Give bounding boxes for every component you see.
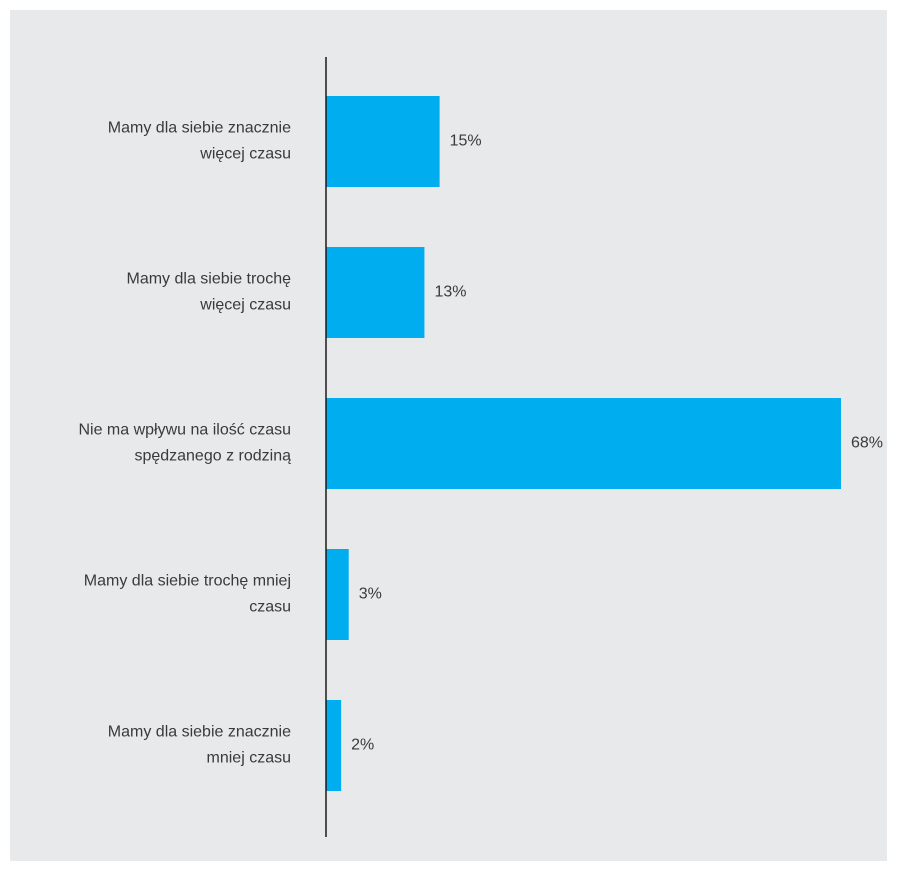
category-label-0-line-0: Mamy dla siebie znacznie [108,120,291,137]
category-label-0-line-1: więcej czasu [199,146,291,163]
category-label-3-line-0: Mamy dla siebie trochę mniej [84,573,291,590]
bar-3 [326,549,349,640]
bar-4 [326,700,342,791]
category-label-4-line-0: Mamy dla siebie znacznie [108,724,291,741]
bar-1 [326,247,425,338]
value-label-3: 3% [359,586,382,603]
category-label-3-line-1: czasu [249,599,291,616]
value-labels: 15% 13% 68% 3% 2% [351,133,883,754]
bar-2 [326,398,841,489]
value-label-4: 2% [351,737,374,754]
value-label-1: 13% [434,284,466,301]
value-label-0: 15% [450,133,482,150]
category-label-1-line-1: więcej czasu [199,297,291,314]
category-label-1-line-0: Mamy dla siebie trochę [126,271,291,288]
category-label-2-line-1: spędzanego z rodziną [134,448,291,465]
category-label-4-line-1: mniej czasu [207,750,291,767]
category-label-2-line-0: Nie ma wpływu na ilość czasu [78,422,291,439]
category-labels: Mamy dla siebie znacznie więcej czasu Mamy… [78,120,291,767]
bar-0 [326,96,440,187]
value-label-2: 68% [851,435,883,452]
bars-layer [326,96,841,791]
